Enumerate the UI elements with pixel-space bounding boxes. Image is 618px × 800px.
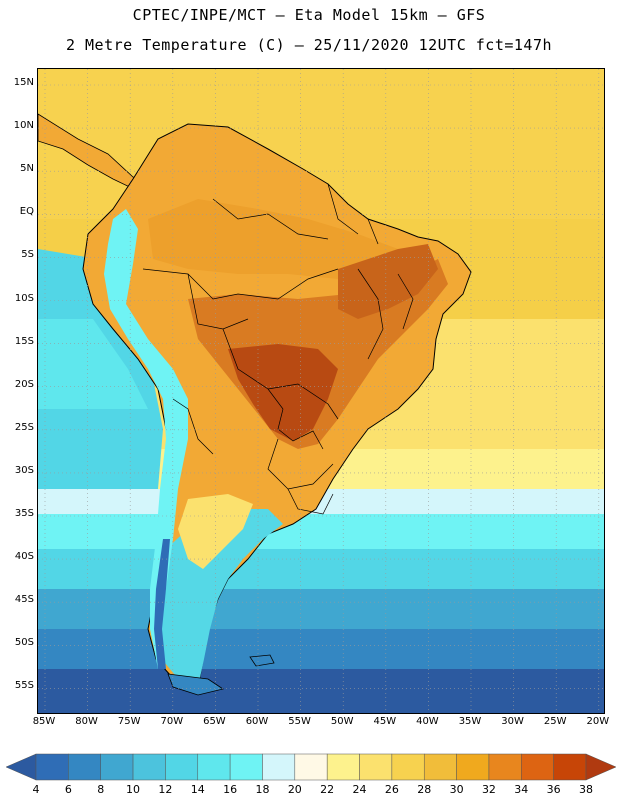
ocean-temperature-bands bbox=[38, 69, 604, 713]
pacific-coastal-water bbox=[38, 319, 148, 409]
colorbar-level-label: 16 bbox=[223, 783, 238, 796]
lat-lon-gridlines bbox=[38, 69, 604, 713]
colorbar-swatch bbox=[262, 753, 296, 781]
longitude-label: 45W bbox=[373, 716, 397, 727]
colorbar-level-label: 18 bbox=[255, 783, 270, 796]
colorbar-level-label: 10 bbox=[126, 783, 141, 796]
colorbar-swatch bbox=[488, 753, 522, 781]
map-title: CPTEC/INPE/MCT – Eta Model 15km – GFS bbox=[132, 6, 486, 24]
colorbar-swatch bbox=[326, 753, 360, 781]
map-subtitle: 2 Metre Temperature (C) – 25/11/2020 12U… bbox=[65, 36, 553, 54]
colorbar-level-label: 24 bbox=[352, 783, 367, 796]
amazon-basin bbox=[148, 199, 418, 284]
colorbar-swatch bbox=[132, 753, 166, 781]
longitude-label: 65W bbox=[203, 716, 226, 727]
latitude-label: 35S bbox=[14, 508, 34, 519]
colorbar-level-label: 36 bbox=[546, 783, 561, 796]
latitude-label: 25S bbox=[14, 421, 34, 433]
colorbar-level-label: 4 bbox=[32, 783, 40, 796]
colorbar-level-label: 8 bbox=[97, 783, 105, 796]
southern-cone-cool bbox=[153, 509, 283, 687]
latitude-label: 5S bbox=[21, 249, 34, 261]
colorbar-swatch bbox=[423, 753, 457, 781]
latitude-label: 15N bbox=[13, 77, 34, 88]
ocean-band bbox=[38, 629, 604, 669]
longitude-label: 30W bbox=[501, 716, 524, 727]
colorbar-swatch bbox=[165, 753, 199, 781]
longitude-label: 20W bbox=[586, 716, 610, 727]
latitude-label: 5N bbox=[20, 163, 34, 175]
ocean-band bbox=[38, 549, 604, 589]
longitude-label: 60W bbox=[245, 716, 269, 727]
colorbar-swatch bbox=[553, 753, 587, 781]
colorbar-swatch bbox=[456, 753, 490, 781]
andes-dark-ridge bbox=[154, 539, 170, 669]
latitude-label: 10N bbox=[13, 120, 34, 132]
latitude-label: 45S bbox=[14, 594, 34, 606]
longitude-label: 80W bbox=[75, 716, 98, 727]
colorbar-level-label: 38 bbox=[579, 783, 593, 796]
latitude-label: 50S bbox=[14, 637, 34, 649]
longitude-label: 85W bbox=[32, 716, 56, 727]
latitude-label: 10S bbox=[14, 292, 34, 304]
colorbar-level-label: 14 bbox=[190, 783, 205, 796]
colorbar-level-label: 30 bbox=[449, 783, 464, 796]
colorbar-level-label: 32 bbox=[481, 783, 496, 796]
latitude-label: EQ bbox=[19, 206, 34, 218]
colorbar-low-arrow bbox=[6, 753, 37, 781]
colorbar bbox=[6, 753, 616, 781]
colorbar-swatch bbox=[68, 753, 101, 781]
colorbar-level-label: 28 bbox=[417, 783, 432, 796]
longitude-label: 25W bbox=[543, 716, 567, 727]
latitude-label: 40S bbox=[14, 551, 34, 563]
colorbar-swatch bbox=[197, 753, 231, 781]
colorbar-swatch bbox=[294, 753, 328, 781]
colorbar-level-label: 26 bbox=[384, 783, 399, 796]
patagonia-warm-band bbox=[178, 494, 253, 569]
ocean-band bbox=[38, 589, 604, 629]
colorbar-swatch bbox=[229, 753, 263, 781]
colorbar-swatch bbox=[359, 753, 393, 781]
colorbar-high-arrow bbox=[585, 753, 616, 781]
colorbar-swatch bbox=[391, 753, 425, 781]
latitude-label: 20S bbox=[14, 378, 34, 390]
country-borders bbox=[142, 183, 414, 515]
colorbar-swatch bbox=[100, 753, 134, 781]
latitude-label: 15S bbox=[14, 335, 34, 347]
colorbar-level-label: 34 bbox=[514, 783, 529, 796]
colorbar-swatch bbox=[521, 753, 554, 781]
south-america-landmass bbox=[38, 113, 472, 696]
colorbar-level-label: 22 bbox=[320, 783, 335, 796]
falkland-islands bbox=[249, 654, 275, 667]
latitude-label: 55S bbox=[14, 680, 34, 692]
colorbar-swatch bbox=[35, 753, 69, 781]
longitude-label: 55W bbox=[288, 716, 311, 727]
longitude-label: 50W bbox=[330, 716, 354, 727]
colorbar-level-label: 6 bbox=[64, 783, 72, 796]
latitude-label: 30S bbox=[14, 464, 34, 476]
tierra-del-fuego bbox=[167, 673, 224, 696]
ocean-band bbox=[38, 514, 604, 549]
ocean-band bbox=[38, 669, 604, 713]
hottest-core bbox=[228, 344, 338, 441]
longitude-label: 35W bbox=[458, 716, 482, 727]
longitude-label: 75W bbox=[117, 716, 141, 727]
longitude-label: 40W bbox=[416, 716, 439, 727]
longitude-label: 70W bbox=[160, 716, 184, 727]
temperature-map bbox=[37, 68, 605, 714]
map-canvas bbox=[38, 69, 604, 713]
colorbar-level-label: 20 bbox=[287, 783, 302, 796]
colorbar-level-label: 12 bbox=[158, 783, 173, 796]
